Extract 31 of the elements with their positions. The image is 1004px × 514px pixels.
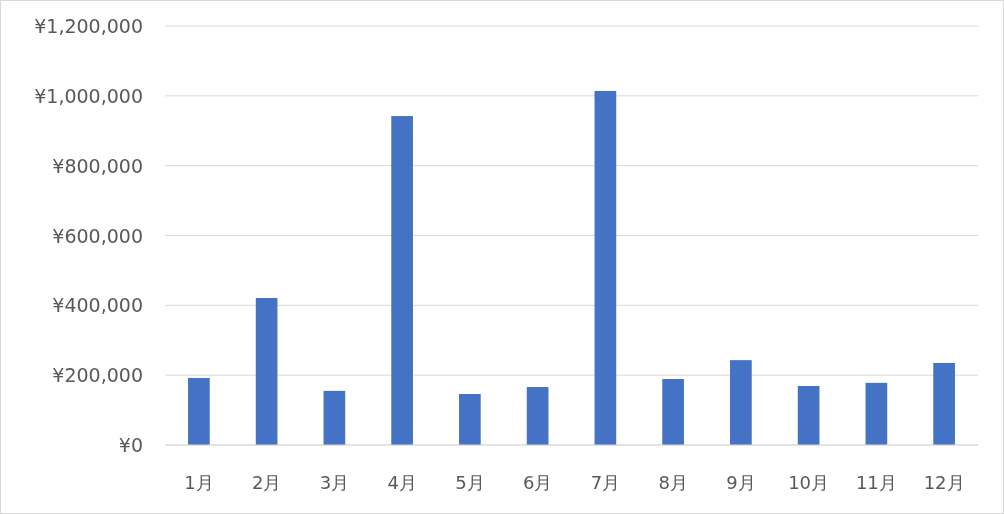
x-tick-label: 7月: [590, 471, 621, 493]
y-tick-label: ¥1,200,000: [34, 15, 143, 37]
x-tick-label: 6月: [522, 471, 553, 493]
x-tick-label: 3月: [319, 471, 350, 493]
bar: [323, 390, 346, 445]
bar: [594, 90, 617, 445]
bar: [662, 379, 684, 445]
x-tick-label: 10月: [788, 471, 830, 493]
bar: [188, 377, 210, 445]
bar: [865, 382, 888, 445]
x-tick-label: 2月: [251, 471, 282, 493]
x-tick-label: 4月: [387, 471, 417, 493]
bar: [459, 394, 481, 445]
bar: [730, 360, 752, 445]
bar: [255, 298, 278, 445]
y-tick-label: ¥1,000,000: [34, 84, 143, 107]
y-tick-label: ¥800,000: [52, 154, 143, 177]
x-tick-label: 9月: [726, 471, 756, 493]
bar: [391, 116, 413, 445]
y-tick-label: ¥0: [118, 434, 143, 456]
x-tick-label: 5月: [455, 471, 485, 493]
y-tick-label: ¥400,000: [52, 294, 143, 317]
x-tick-label: 1月: [184, 471, 214, 493]
x-tick-label: 11月: [855, 471, 897, 493]
x-tick-label: 12月: [923, 471, 965, 493]
bar: [933, 362, 955, 445]
x-tick-label: 8月: [658, 471, 688, 493]
bar: [797, 385, 820, 445]
y-tick-label: ¥200,000: [52, 364, 143, 387]
y-tick-label: ¥600,000: [52, 224, 143, 247]
bar: [526, 387, 549, 445]
